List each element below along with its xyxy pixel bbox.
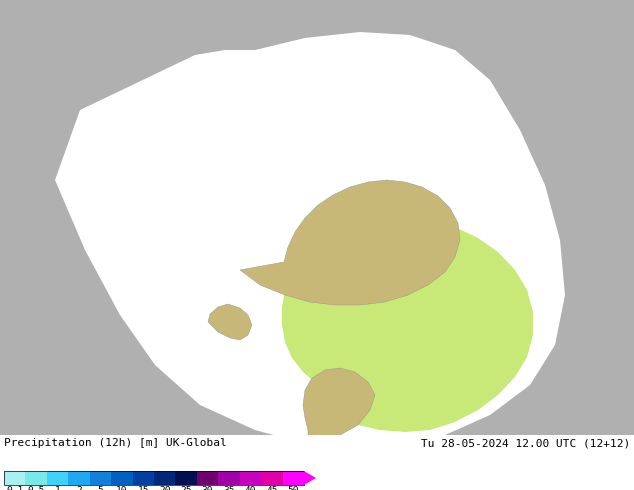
Bar <box>0 0 634 435</box>
Text: 15: 15 <box>138 486 149 490</box>
Text: 10: 10 <box>116 486 127 490</box>
Text: 1: 1 <box>55 486 60 490</box>
Text: 45: 45 <box>266 486 278 490</box>
Bar <box>4 471 25 485</box>
Polygon shape <box>303 368 375 438</box>
Text: 50: 50 <box>288 486 299 490</box>
Bar <box>47 471 68 485</box>
Bar <box>154 471 176 485</box>
Bar <box>218 471 240 485</box>
Text: 35: 35 <box>223 486 235 490</box>
Text: Tu 28-05-2024 12.00 UTC (12+12): Tu 28-05-2024 12.00 UTC (12+12) <box>421 438 630 448</box>
Bar <box>176 471 197 485</box>
PathPatch shape <box>55 32 565 452</box>
Bar <box>283 471 304 485</box>
Text: 0.5: 0.5 <box>27 486 45 490</box>
Bar <box>0 435 634 490</box>
Text: 5: 5 <box>98 486 103 490</box>
Text: Precipitation (12h) [m] UK-Global: Precipitation (12h) [m] UK-Global <box>4 438 227 448</box>
Bar <box>4 471 304 485</box>
Bar <box>68 471 90 485</box>
Bar <box>261 471 283 485</box>
Bar <box>197 471 218 485</box>
Text: 25: 25 <box>181 486 192 490</box>
Polygon shape <box>208 304 252 340</box>
Text: 20: 20 <box>159 486 171 490</box>
Text: 2: 2 <box>76 486 82 490</box>
Bar <box>25 471 47 485</box>
Bar <box>90 471 111 485</box>
Text: 40: 40 <box>245 486 256 490</box>
Bar <box>111 471 133 485</box>
Polygon shape <box>282 217 533 432</box>
Polygon shape <box>240 180 460 305</box>
Text: 30: 30 <box>202 486 213 490</box>
Bar <box>133 471 154 485</box>
Text: 0.1: 0.1 <box>6 486 23 490</box>
Bar <box>240 471 261 485</box>
Polygon shape <box>304 471 316 485</box>
